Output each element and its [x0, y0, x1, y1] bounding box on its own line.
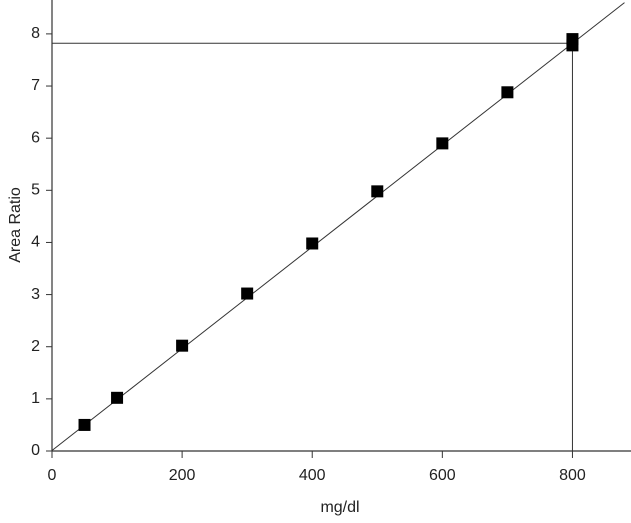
y-tick-label: 1 — [31, 390, 40, 407]
point — [176, 339, 189, 352]
x-tick-label: 800 — [559, 467, 586, 484]
y-tick-label: 2 — [31, 338, 40, 355]
y-axis-label: Area Ratio — [7, 187, 24, 263]
fit-line — [51, 2, 625, 451]
x-tick-label: 0 — [48, 467, 57, 484]
point — [436, 137, 449, 150]
point — [371, 185, 384, 198]
point — [306, 237, 319, 250]
x-tick-label: 200 — [169, 467, 196, 484]
y-tick-label: 3 — [31, 286, 40, 303]
point — [501, 86, 514, 99]
y-tick-label: 7 — [31, 77, 40, 94]
y-tick-label: 6 — [31, 129, 40, 146]
x-tick-label: 400 — [299, 467, 326, 484]
point — [78, 418, 91, 431]
point — [566, 33, 579, 46]
x-axis-label: mg/dl — [320, 499, 359, 516]
y-tick-label: 5 — [31, 182, 40, 199]
y-tick-label: 4 — [31, 234, 40, 251]
x-tick-label: 600 — [429, 467, 456, 484]
point — [241, 287, 254, 300]
y-tick-label: 8 — [31, 25, 40, 42]
y-tick-label: 0 — [31, 442, 40, 459]
point — [111, 391, 124, 404]
